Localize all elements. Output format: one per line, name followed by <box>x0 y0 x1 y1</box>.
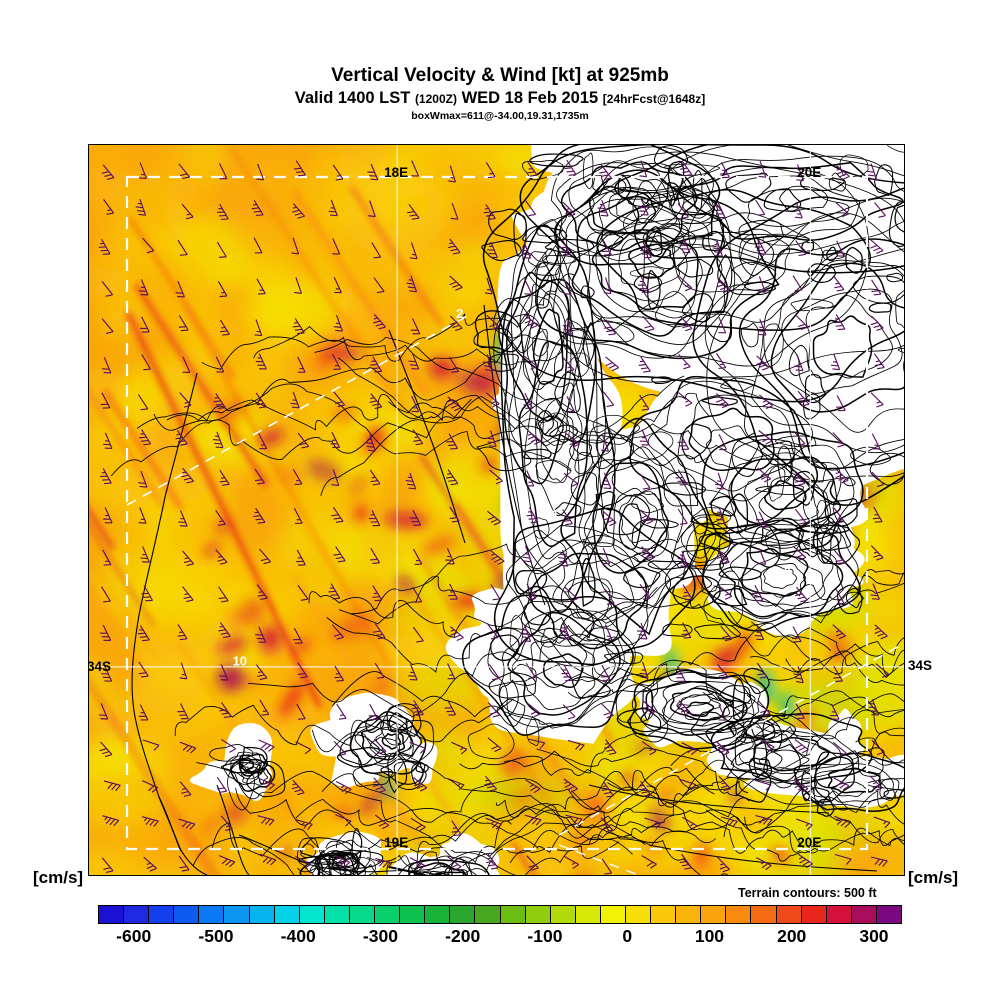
colorbar-cell-7 <box>274 906 300 923</box>
terrain-contour-note: Terrain contours: 500 ft <box>737 886 878 900</box>
colorbar-cell-19 <box>575 906 601 923</box>
colorbar-tick--600: -600 <box>116 926 152 946</box>
units-label-right: [cm/s] <box>908 868 959 887</box>
title-block: Vertical Velocity & Wind [kt] at 925mb V… <box>0 0 1000 123</box>
colorbar[interactable] <box>98 905 902 924</box>
colorbar-cell-24 <box>701 906 727 923</box>
colorbar-cell-1 <box>124 906 150 923</box>
lon-label-bottom-0: 19E <box>384 835 409 850</box>
colorbar-cell-4 <box>199 906 225 923</box>
colorbar-tick--500: -500 <box>198 926 234 946</box>
contour-label-6: 6 <box>678 398 685 413</box>
colorbar-cell-28 <box>801 906 827 923</box>
colorbar-cell-26 <box>751 906 777 923</box>
colorbar-cell-23 <box>676 906 702 923</box>
contour-label-2: 2 <box>456 306 463 321</box>
colorbar-cell-10 <box>349 906 376 923</box>
subtitle-fcst: [24hrFcst@1648z] <box>602 92 706 106</box>
colorbar-cell-15 <box>475 906 501 923</box>
colorbar-tick--100: -100 <box>527 926 563 946</box>
colorbar-cell-5 <box>224 906 250 923</box>
colorbar-cell-30 <box>851 906 877 923</box>
colorbar-tick-100: 100 <box>694 926 725 946</box>
colorbar-cell-29 <box>826 906 852 923</box>
colorbar-cell-17 <box>525 906 551 923</box>
colorbar-cell-9 <box>324 906 350 923</box>
colorbar-cell-11 <box>375 906 401 923</box>
colorbar-cell-13 <box>425 906 451 923</box>
colorbar-cell-22 <box>651 906 677 923</box>
colorbar-cell-16 <box>500 906 526 923</box>
subtitle-boxmax: boxWmax=611@-34.00,19.31,1735m <box>411 110 589 122</box>
subtitle-valid: Valid 1400 LST <box>294 89 411 107</box>
colorbar-cell-8 <box>299 906 325 923</box>
colorbar-cell-27 <box>776 906 802 923</box>
colorbar-tick-300: 300 <box>859 926 889 946</box>
lat-label-right-0: 34S <box>908 657 933 673</box>
contour-label-4: 4 <box>784 562 792 577</box>
colorbar-cell-31 <box>876 906 901 923</box>
contour-label-1: 1 <box>552 507 559 522</box>
lon-label-top-0: 18E <box>384 165 409 180</box>
colorbar-cell-14 <box>450 906 476 923</box>
lon-label-top-1: 20E <box>797 165 822 180</box>
colorbar-cell-2 <box>149 906 175 923</box>
units-label-left: [cm/s] <box>33 868 84 887</box>
contour-label-10: 10 <box>233 654 247 669</box>
colorbar-tick--300: -300 <box>362 926 398 946</box>
lon-label-bottom-1: 20E <box>797 835 822 850</box>
colorbar-cell-6 <box>249 906 275 923</box>
colorbar-cell-0 <box>99 906 125 923</box>
colorbar-cell-20 <box>600 906 626 923</box>
colorbar-cell-12 <box>400 906 426 923</box>
colorbar-tick--200: -200 <box>445 926 481 946</box>
subtitle-utc: (1200Z) <box>414 92 457 106</box>
colorbar-tick-200: 200 <box>777 926 807 946</box>
subtitle: Valid 1400 LST (1200Z) WED 18 Feb 2015 [… <box>0 89 1000 108</box>
lat-label-left-0: 34S <box>88 658 112 674</box>
page-title: Vertical Velocity & Wind [kt] at 925mb <box>331 65 669 86</box>
subtitle-date: WED 18 Feb 2015 <box>461 89 599 107</box>
colorbar-tick-labels: -600 -500 -400 -300 -200 -100 0 100 200 300 <box>98 926 902 952</box>
vertical-velocity-field: 2 6 1 4 10 <box>89 145 904 875</box>
colorbar-cell-18 <box>550 906 576 923</box>
colorbar-tick--400: -400 <box>280 926 316 946</box>
colorbar-cell-25 <box>726 906 752 923</box>
colorbar-cell-21 <box>625 906 652 923</box>
map-panel[interactable]: 2 6 1 4 10 18E 20E 19E 20E 34S <box>88 144 905 876</box>
colorbar-cell-3 <box>174 906 200 923</box>
colorbar-tick-0: 0 <box>622 926 633 946</box>
